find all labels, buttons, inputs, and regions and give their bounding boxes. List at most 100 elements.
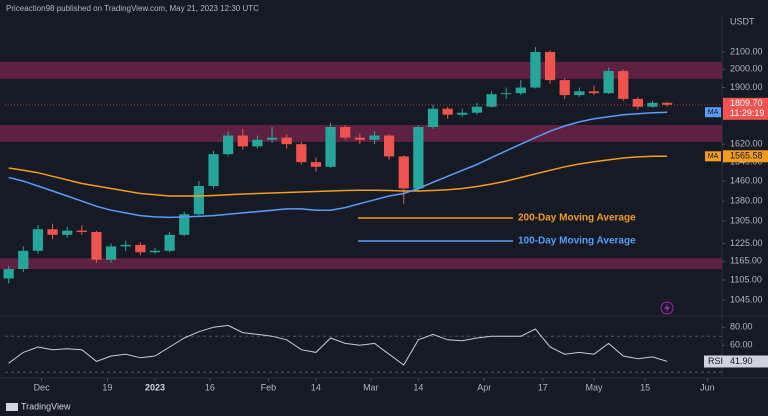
brand-logo	[6, 403, 18, 411]
header: Priceaction98 published on TradingView.c…	[6, 4, 259, 13]
rsi-line	[8, 324, 668, 366]
y-tick-label: 1305.00	[730, 215, 763, 225]
candle-body	[413, 127, 424, 189]
candle-body	[618, 71, 629, 99]
candle-body	[149, 250, 161, 253]
ma-value-box	[723, 150, 768, 163]
rsi-tag: RSI	[708, 356, 723, 366]
candle-body	[530, 51, 541, 88]
rsi-tick-label: 60.00	[730, 340, 753, 350]
x-tick-label: Feb	[261, 382, 277, 392]
candle-body	[515, 87, 526, 94]
zone	[0, 258, 722, 269]
ma-tag-box	[705, 151, 721, 162]
candle-body	[164, 234, 175, 251]
rsi-tick-label: 80.00	[730, 322, 753, 332]
candle-body	[62, 230, 73, 235]
x-tick-label: 14	[413, 382, 423, 392]
legend-label: 200-Day Moving Average	[518, 213, 636, 224]
y-tick-label: 1380.00	[730, 195, 763, 205]
candle-body	[208, 154, 219, 187]
candle-body	[120, 244, 131, 247]
rsi-value: 41.90	[730, 356, 753, 366]
y-tick-label: 2100.00	[730, 46, 763, 56]
candle-body	[486, 94, 497, 107]
candle-body	[544, 51, 556, 81]
x-tick-label: Mar	[363, 382, 379, 392]
candle-body	[296, 144, 307, 163]
candle-body	[47, 229, 58, 235]
x-tick-label: 15	[640, 382, 650, 392]
zone	[0, 61, 722, 79]
y-tick-label: 1105.00	[730, 274, 762, 284]
ma-tag-box	[705, 107, 721, 118]
y-tick-label: 1045.00	[730, 294, 763, 304]
brand: TradingView	[21, 401, 71, 411]
candle-body	[471, 106, 483, 113]
candle-body	[266, 137, 278, 140]
candle-body	[442, 108, 453, 115]
moving-average-line	[8, 111, 668, 219]
candle-body	[193, 186, 205, 215]
x-tick-label: Dec	[34, 382, 51, 392]
candle-body	[252, 139, 263, 147]
x-tick-label: 19	[102, 382, 112, 392]
candle-body	[457, 112, 468, 115]
x-tick-label: May	[585, 382, 603, 392]
candle-body	[383, 135, 395, 157]
alert-icon	[660, 301, 674, 315]
last-price-box	[723, 97, 768, 120]
candle-body	[76, 230, 87, 233]
y-tick-label: 2000.00	[730, 64, 763, 74]
x-tick-label: 16	[205, 382, 215, 392]
candle-body	[603, 71, 614, 94]
candle-body	[91, 232, 102, 260]
candle-body	[325, 127, 336, 167]
candle-body	[281, 137, 292, 145]
candle-body	[662, 102, 673, 105]
moving-average-line	[8, 155, 668, 197]
ma-tag: MA	[708, 109, 719, 116]
candle-body	[310, 162, 322, 167]
alert-icon-bolt	[664, 303, 670, 313]
candle-body	[647, 102, 658, 107]
y-tick-label: 1900.00	[730, 82, 763, 92]
candle-body	[501, 93, 512, 95]
x-tick-label: 14	[311, 382, 321, 392]
candle-body	[354, 137, 365, 140]
candle-body	[18, 250, 29, 269]
x-tick-label: 2023	[145, 382, 165, 392]
x-tick-label: Apr	[477, 382, 491, 392]
y-tick-label: 1620.00	[730, 139, 763, 149]
candle-body	[632, 98, 643, 107]
candle-body	[559, 80, 570, 96]
ma-value: 1565.58	[730, 151, 763, 161]
x-tick-label: 17	[538, 382, 548, 392]
candle-body	[105, 246, 117, 260]
rsi-tag-box	[704, 355, 768, 368]
candle-body	[223, 135, 234, 155]
candle-body	[588, 91, 600, 94]
candle-body	[179, 214, 190, 235]
candle-body	[398, 156, 409, 189]
countdown: 11:29:19	[730, 108, 764, 118]
candle-body	[3, 268, 14, 279]
candle-body	[32, 229, 44, 251]
y-tick-label: 1165.00	[730, 256, 762, 266]
candle-body	[340, 127, 351, 138]
y-tick-label: 1460.00	[730, 175, 763, 185]
candle-body	[427, 108, 439, 128]
x-tick-label: Jun	[700, 382, 715, 392]
legend-label: 100-Day Moving Average	[518, 236, 636, 247]
ma-tag: MA	[708, 153, 719, 160]
quote-currency: USDT	[730, 16, 755, 26]
zone	[0, 124, 722, 142]
candle-body	[237, 135, 248, 147]
candle-body	[135, 244, 146, 253]
candle-body	[574, 91, 585, 96]
candle-body	[369, 135, 380, 140]
last-price: 1809.70	[730, 98, 763, 108]
y-tick-label: 1225.00	[730, 238, 763, 248]
